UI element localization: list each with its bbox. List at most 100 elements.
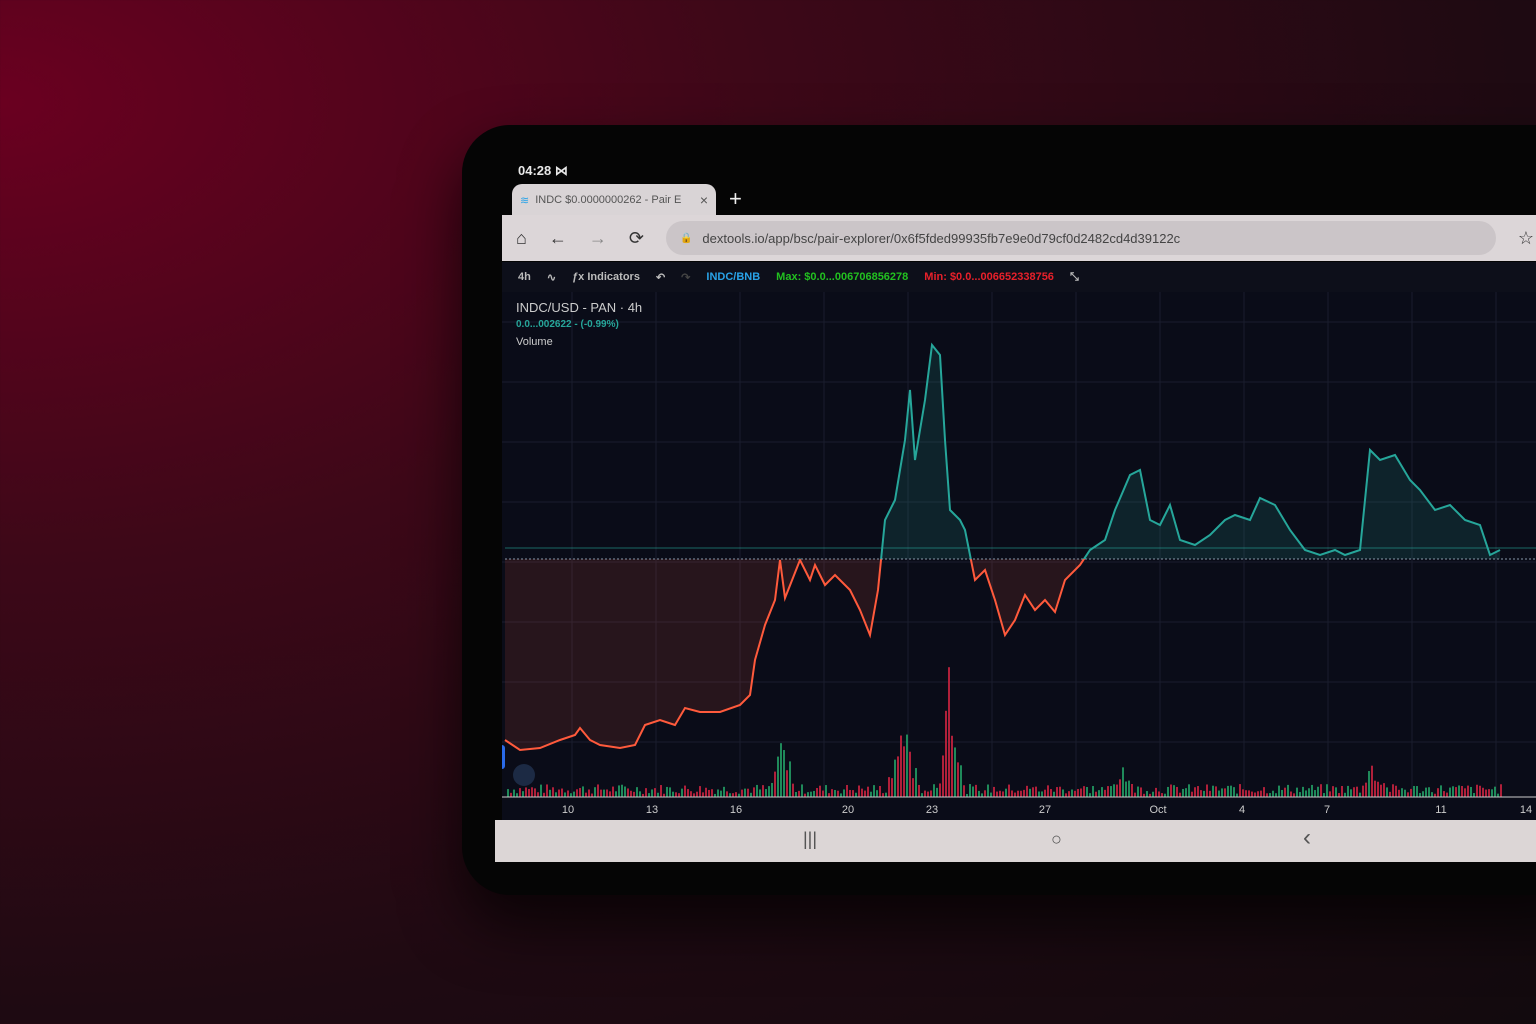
new-tab-button[interactable]: + <box>729 186 742 211</box>
volume-bar <box>1470 786 1472 797</box>
volume-bar <box>1092 786 1094 797</box>
volume-bar <box>1434 793 1436 797</box>
volume-bar <box>1389 791 1391 797</box>
volume-bar <box>1143 793 1145 797</box>
home-button[interactable]: ○ <box>1051 829 1062 849</box>
back-button[interactable]: ‹ <box>1303 824 1311 851</box>
price-chart[interactable]: 10 13 16 20 23 27 Oct 4 7 11 14 <box>498 292 1536 820</box>
reload-icon[interactable]: ⟳ <box>628 227 644 248</box>
indicators-label: Indicators <box>587 271 640 283</box>
volume-bar <box>1194 787 1196 797</box>
volume-bar <box>972 786 974 797</box>
volume-bar <box>1497 793 1499 797</box>
volume-bar <box>729 793 731 797</box>
volume-bar <box>1062 789 1064 797</box>
volume-bar <box>1110 786 1112 797</box>
volume-bar <box>1377 781 1379 797</box>
volume-bar <box>663 793 665 797</box>
fx-icon: ƒx <box>572 271 585 283</box>
volume-bar <box>681 788 683 797</box>
recents-button[interactable]: ||| <box>803 829 818 849</box>
volume-bar <box>1137 786 1139 797</box>
volume-bar <box>1044 789 1046 797</box>
volume-bar <box>633 791 635 797</box>
volume-bar <box>1395 785 1397 797</box>
volume-bar <box>1230 785 1232 797</box>
volume-bar <box>1221 788 1223 797</box>
volume-bar <box>678 793 680 797</box>
interval-button[interactable]: 4h <box>518 271 531 283</box>
volume-bar <box>1131 784 1133 797</box>
volume-bar <box>912 778 914 797</box>
volume-bar <box>1005 788 1007 797</box>
volume-bar <box>780 743 782 797</box>
close-tab-icon[interactable]: × <box>699 192 708 208</box>
undo-icon[interactable]: ↶ <box>655 271 666 284</box>
volume-bar <box>1035 786 1037 797</box>
volume-bar <box>1029 788 1031 797</box>
x-tick-label: 27 <box>1039 804 1051 816</box>
volume-bar <box>525 787 527 797</box>
volume-bar <box>1176 786 1178 797</box>
volume-bar <box>777 756 779 797</box>
volume-bar <box>573 791 575 797</box>
volume-bar <box>669 787 671 797</box>
volume-bar <box>999 790 1001 797</box>
volume-bar <box>1413 785 1415 797</box>
indicators-button[interactable]: ƒx Indicators <box>572 271 640 283</box>
volume-bar <box>627 788 629 797</box>
volume-bar <box>741 789 743 797</box>
volume-bar <box>1374 780 1376 797</box>
volume-bar <box>1299 792 1301 797</box>
volume-bar <box>1398 789 1400 797</box>
volume-bar <box>834 789 836 797</box>
url-input[interactable]: 🔒 dextools.io/app/bsc/pair-explorer/0x6f… <box>665 221 1496 255</box>
volume-bar <box>1284 787 1286 797</box>
back-icon[interactable]: ← <box>548 227 567 248</box>
volume-bar <box>1170 784 1172 797</box>
volume-bar <box>1041 791 1043 797</box>
volume-bar <box>711 789 713 797</box>
volume-bar <box>1380 784 1382 797</box>
volume-bar <box>1347 785 1349 797</box>
volume-bar <box>1002 791 1004 797</box>
redo-icon[interactable]: ↷ <box>681 271 691 284</box>
volume-bar <box>738 793 740 797</box>
volume-bar <box>960 765 962 797</box>
browser-tab[interactable]: ≋ INDC $0.0000000262 - Pair E × <box>512 184 716 216</box>
volume-bar <box>1473 793 1475 797</box>
chart-title: INDC/USD - PAN · 4h <box>516 300 643 315</box>
chart-type-icon[interactable]: ∿ <box>546 271 557 284</box>
pair-label[interactable]: INDC/BNB <box>706 271 761 283</box>
volume-bar <box>831 789 833 797</box>
volume-bar <box>1089 793 1091 797</box>
volume-bar <box>1311 784 1313 797</box>
volume-bar <box>1026 785 1028 797</box>
volume-bar <box>1179 792 1181 797</box>
volume-bar <box>657 792 659 797</box>
volume-bar <box>765 789 767 797</box>
bookmark-icon[interactable]: ☆ <box>1517 227 1534 248</box>
volume-bar <box>747 788 749 797</box>
lock-icon: 🔒 <box>679 232 693 244</box>
volume-bar <box>549 789 551 797</box>
home-icon[interactable]: ⌂ <box>516 227 527 248</box>
volume-bar <box>1278 785 1280 797</box>
volume-bar <box>1404 789 1406 797</box>
volume-bar <box>1464 788 1466 797</box>
x-tick-label: 11 <box>1435 804 1446 816</box>
volume-bar <box>798 790 800 797</box>
volume-bar <box>1467 785 1469 797</box>
volume-bar <box>1074 790 1076 797</box>
volume-bar <box>1257 791 1259 797</box>
volume-bar <box>756 784 758 797</box>
volume-bar <box>522 791 524 797</box>
volume-bar <box>702 792 704 797</box>
volume-bar <box>576 789 578 797</box>
volume-bar <box>1329 791 1331 797</box>
area-below-baseline <box>505 559 1500 750</box>
volume-bar <box>924 790 926 797</box>
forward-icon[interactable]: → <box>588 227 607 248</box>
collapse-icon[interactable]: ⤡ <box>1069 270 1079 283</box>
volume-bar <box>1356 786 1358 797</box>
